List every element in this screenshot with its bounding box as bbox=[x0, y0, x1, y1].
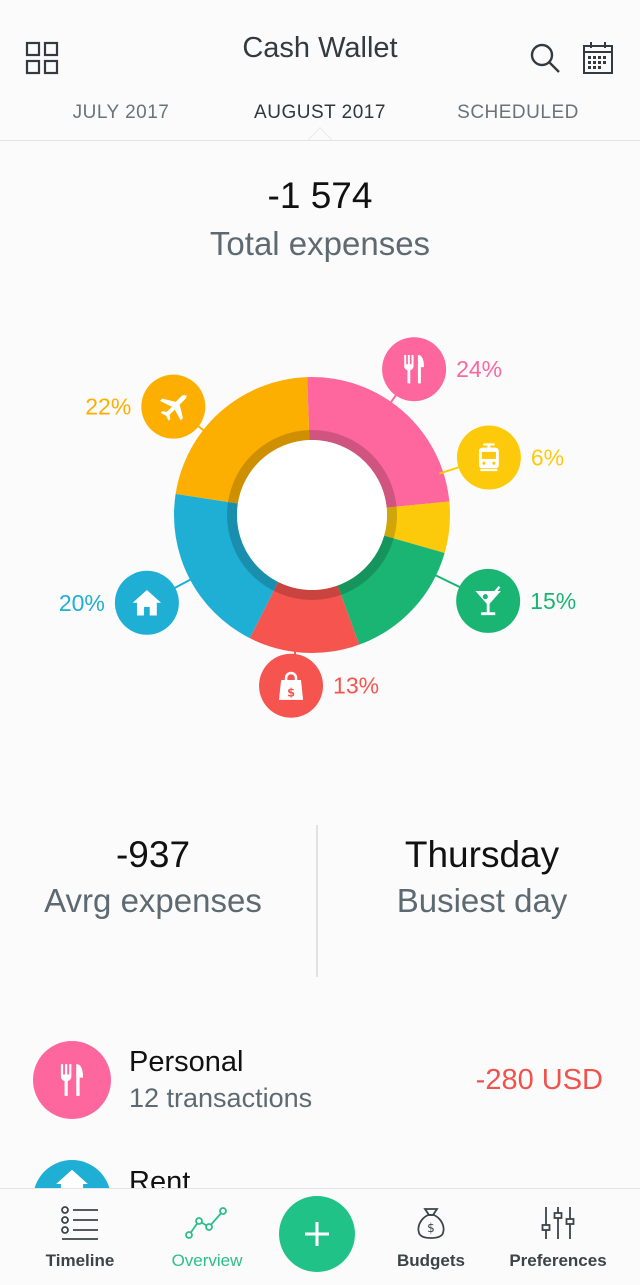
money-bag-icon: $ bbox=[371, 1205, 491, 1241]
avg-expenses-stat: -937 Avrg expenses bbox=[3, 834, 303, 920]
nav-overview[interactable]: Overview bbox=[147, 1189, 267, 1285]
donut-slice[interactable] bbox=[249, 581, 360, 653]
slice-percent-label: 13% bbox=[333, 673, 379, 699]
category-transactions: 12 transactions bbox=[129, 1083, 313, 1113]
slice-percent-label: 6% bbox=[531, 445, 564, 471]
category-badge[interactable] bbox=[382, 337, 447, 402]
add-transaction-button[interactable] bbox=[279, 1196, 355, 1272]
donut-hole bbox=[237, 440, 387, 590]
expenses-donut-chart: $ 24%6%15%13%20%22% bbox=[59, 337, 576, 718]
nav-budgets[interactable]: $ Budgets bbox=[371, 1189, 491, 1285]
category-row-personal[interactable]: Personal 12 transactions -280 USD bbox=[0, 1038, 640, 1128]
nav-preferences[interactable]: Preferences bbox=[498, 1189, 618, 1285]
avg-expenses-label: Avrg expenses bbox=[44, 882, 262, 919]
donut-slice[interactable] bbox=[384, 501, 450, 554]
busiest-day-label: Busiest day bbox=[396, 882, 568, 919]
overview-chart-icon bbox=[147, 1205, 267, 1241]
slice-percent-label: 24% bbox=[456, 356, 502, 382]
slice-percent-label: 15% bbox=[530, 588, 576, 614]
donut-slice[interactable] bbox=[175, 377, 310, 504]
month-tabs: JULY 2017 AUGUST 2017 SCHEDULED bbox=[0, 102, 640, 128]
grid-menu-icon[interactable] bbox=[22, 38, 62, 78]
calendar-icon[interactable] bbox=[578, 38, 618, 78]
slice-percent-label: 22% bbox=[85, 394, 131, 420]
category-name: Personal bbox=[129, 1046, 244, 1078]
svg-text:$: $ bbox=[427, 1221, 435, 1235]
busiest-day-value: Thursday bbox=[404, 834, 560, 875]
slice-percent-label: 20% bbox=[59, 590, 105, 616]
nav-timeline-label: Timeline bbox=[45, 1251, 115, 1270]
fork-knife-icon bbox=[33, 1041, 111, 1119]
timeline-icon bbox=[20, 1205, 140, 1241]
nav-timeline[interactable]: Timeline bbox=[20, 1189, 140, 1285]
search-icon[interactable] bbox=[525, 38, 565, 78]
active-tab-indicator-fill bbox=[309, 128, 331, 140]
stats-divider bbox=[316, 825, 318, 977]
category-amount: -280 USD bbox=[475, 1064, 603, 1096]
nav-budgets-label: Budgets bbox=[397, 1251, 465, 1270]
donut-slice[interactable] bbox=[337, 535, 445, 645]
nav-preferences-label: Preferences bbox=[509, 1251, 607, 1270]
busiest-day-stat: Thursday Busiest day bbox=[332, 834, 632, 920]
tab-scheduled[interactable]: SCHEDULED bbox=[457, 102, 579, 123]
tab-august-2017[interactable]: AUGUST 2017 bbox=[254, 102, 386, 123]
donut-slice[interactable] bbox=[307, 377, 450, 508]
sliders-icon bbox=[498, 1205, 618, 1241]
avg-expenses-value: -937 bbox=[115, 834, 191, 875]
donut-inner-shadow bbox=[227, 430, 397, 600]
plus-icon bbox=[305, 1222, 329, 1246]
tab-july-2017[interactable]: JULY 2017 bbox=[72, 102, 170, 123]
total-expenses-label: Total expenses bbox=[209, 225, 431, 262]
app-header: Cash Wallet JULY 2017 AUGUST 2017 SCHEDU… bbox=[0, 0, 640, 141]
total-expenses-value: -1 574 bbox=[267, 175, 373, 216]
nav-overview-label: Overview bbox=[171, 1251, 243, 1270]
donut-slice[interactable] bbox=[174, 493, 279, 639]
app-title: Cash Wallet bbox=[242, 32, 398, 64]
